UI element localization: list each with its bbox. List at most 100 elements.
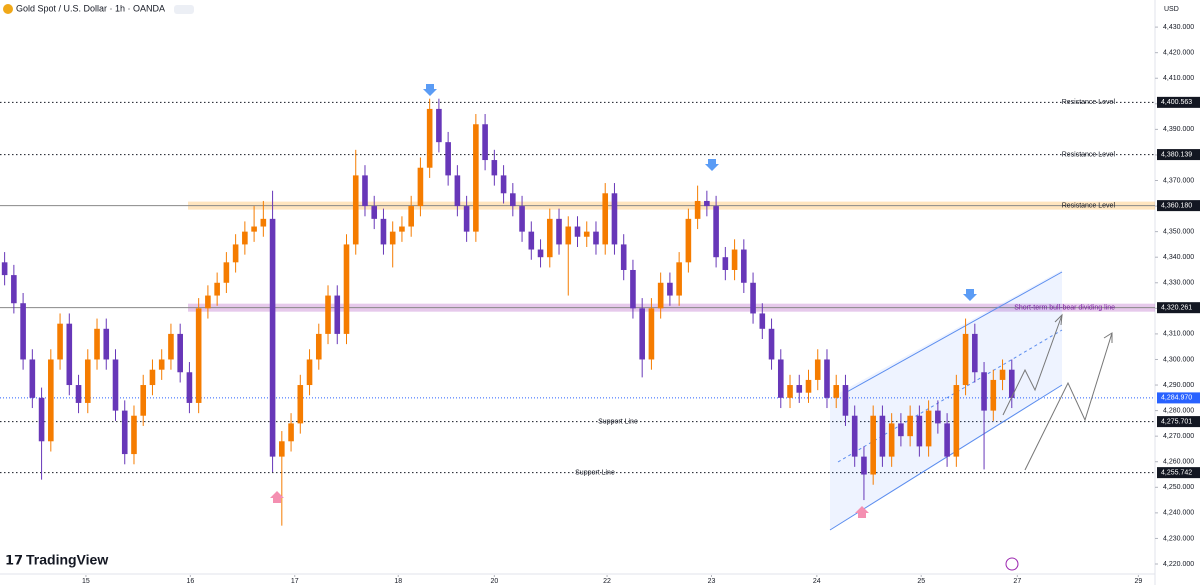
candle-body: [251, 226, 257, 232]
candle-body: [713, 206, 719, 258]
currency: USD: [1164, 6, 1179, 13]
watermark: TradingView: [26, 552, 108, 568]
candle-body: [186, 372, 193, 403]
candle-body: [436, 108, 442, 143]
candle-body: [851, 415, 858, 457]
candle-body: [583, 231, 590, 237]
candle-body: [1008, 369, 1015, 398]
candle-body: [131, 415, 137, 455]
y-tick-label: 4,240.000: [1163, 510, 1194, 517]
channel-fill: [830, 270, 1062, 530]
candle-body: [121, 410, 128, 455]
y-tick-label: 4,260.000: [1163, 459, 1194, 466]
candle-body: [805, 379, 812, 393]
candle-body: [112, 359, 119, 411]
y-tick-label: 4,310.000: [1163, 331, 1194, 338]
candle-body: [741, 249, 747, 283]
candle-body: [158, 359, 165, 370]
candle-body: [768, 328, 775, 360]
candle-body: [463, 206, 470, 232]
candle-body: [546, 218, 553, 258]
channel-upper: [844, 271, 1063, 394]
price-label-box: [1157, 149, 1200, 161]
candle-body: [352, 175, 359, 245]
forecast-arrows: [1002, 313, 1113, 471]
candle-body: [667, 282, 673, 296]
x-tick-label: 17: [291, 578, 299, 585]
event-icon: [1005, 557, 1019, 571]
candle-body: [334, 295, 341, 334]
y-tick-label: 4,420.000: [1163, 50, 1194, 57]
candle-body: [75, 385, 82, 403]
candle-body: [759, 313, 766, 329]
candle-body: [879, 415, 886, 457]
y-tick-label: 4,330.000: [1163, 280, 1194, 287]
forecast-path: [1024, 332, 1113, 471]
x-tick-label: 15: [82, 578, 90, 585]
candle-body: [750, 282, 756, 314]
down-arrow: [705, 159, 719, 171]
y-tick-label: 4,430.000: [1163, 24, 1194, 31]
price-label: 4,320.261: [1161, 305, 1192, 312]
candle-body: [177, 333, 183, 373]
candle-body: [999, 369, 1006, 380]
candle-body: [925, 410, 932, 447]
candle-body: [935, 410, 941, 424]
y-tick-label: 4,410.000: [1163, 75, 1194, 82]
price-label: 4,284.970: [1161, 395, 1192, 402]
candle-body: [916, 415, 923, 447]
up-arrow: [855, 506, 869, 518]
y-tick-label: 4,340.000: [1163, 254, 1194, 261]
candles: [1, 98, 1015, 526]
candle-body: [519, 206, 525, 232]
candle-body: [676, 262, 682, 296]
candle-body: [473, 124, 479, 232]
candle-body: [325, 295, 331, 334]
candle-body: [1, 262, 8, 276]
x-tick-label: 16: [186, 578, 194, 585]
y-tick-label: 4,290.000: [1163, 382, 1194, 389]
y-tick-label: 4,220.000: [1163, 561, 1194, 568]
x-tick-label: 29: [1134, 578, 1142, 585]
candle-body: [195, 308, 202, 403]
candle-body: [777, 359, 784, 398]
price-label-box: [1157, 467, 1200, 479]
candle-body: [315, 333, 322, 360]
candle-body: [371, 206, 378, 219]
candle-body: [205, 295, 211, 309]
candle-body: [565, 226, 572, 245]
candle-body: [510, 193, 516, 207]
price-label: 4,380.139: [1161, 151, 1192, 158]
x-tick-label: 20: [490, 578, 498, 585]
y-tick-label: 4,270.000: [1163, 433, 1194, 440]
x-tick-label: 23: [708, 578, 716, 585]
candle-body: [94, 328, 100, 360]
candle-body: [426, 108, 433, 168]
candle-body: [704, 200, 710, 207]
candle-body: [445, 142, 451, 176]
x-tick-label: 25: [917, 578, 925, 585]
level-name: Support Line: [575, 469, 615, 476]
candle-body: [981, 372, 987, 411]
y-tick-label: 4,230.000: [1163, 535, 1194, 542]
candle-body: [84, 359, 91, 403]
candle-body: [454, 175, 461, 207]
candle-body: [269, 218, 276, 457]
arrow-head: [1103, 332, 1113, 343]
price-label-box: [1157, 200, 1200, 212]
candle-body: [491, 160, 498, 176]
candle-body: [528, 231, 535, 250]
candle-body: [814, 359, 821, 380]
candle-body: [842, 385, 849, 416]
price-label-box: [1157, 302, 1200, 314]
candle-body: [362, 175, 368, 207]
y-tick-label: 4,280.000: [1163, 407, 1194, 414]
candle-body: [57, 323, 63, 360]
candle-body: [103, 328, 110, 360]
candle-body: [611, 193, 618, 245]
candle-body: [602, 193, 609, 245]
candle-body: [242, 231, 248, 245]
channel-lower: [829, 384, 1063, 531]
candle-body: [796, 385, 803, 393]
